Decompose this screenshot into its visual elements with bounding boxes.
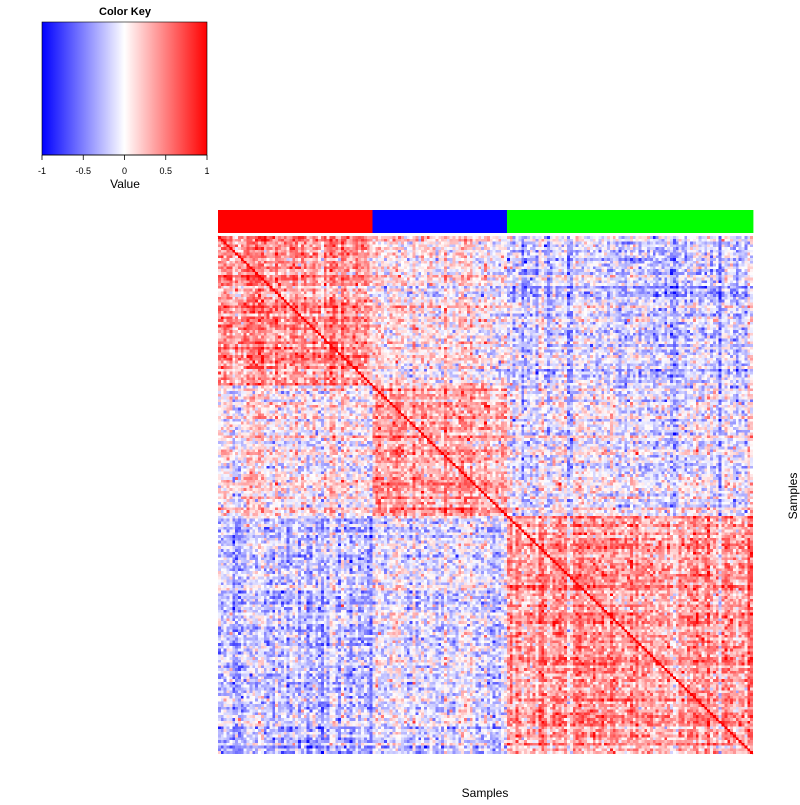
color-key-title: Color Key xyxy=(99,6,152,18)
color-key-tick-label: 0.5 xyxy=(159,166,172,176)
color-key-tick-label: -1 xyxy=(38,166,46,176)
color-key-axis: -1 -0.5 0 0.5 1 xyxy=(38,154,210,176)
color-key-tick-label: 1 xyxy=(204,166,209,176)
y-axis-label: Samples xyxy=(786,473,800,520)
heatmap-diagonal xyxy=(217,235,754,755)
color-key-tick-label: -0.5 xyxy=(75,166,91,176)
color-key-tick-label: 0 xyxy=(122,166,127,176)
x-axis-label: Samples xyxy=(462,786,509,800)
color-key-value-label: Value xyxy=(110,177,140,191)
group-color-bar xyxy=(218,210,754,233)
group-color-bar-segment xyxy=(218,210,373,233)
group-color-bar-segment xyxy=(506,210,754,233)
heatmap-matrix xyxy=(217,235,754,755)
color-key-gradient xyxy=(41,21,208,156)
color-key: Color Key -1 -0.5 0 0.5 1 Value xyxy=(38,6,210,191)
group-color-bar-segment xyxy=(372,210,508,233)
